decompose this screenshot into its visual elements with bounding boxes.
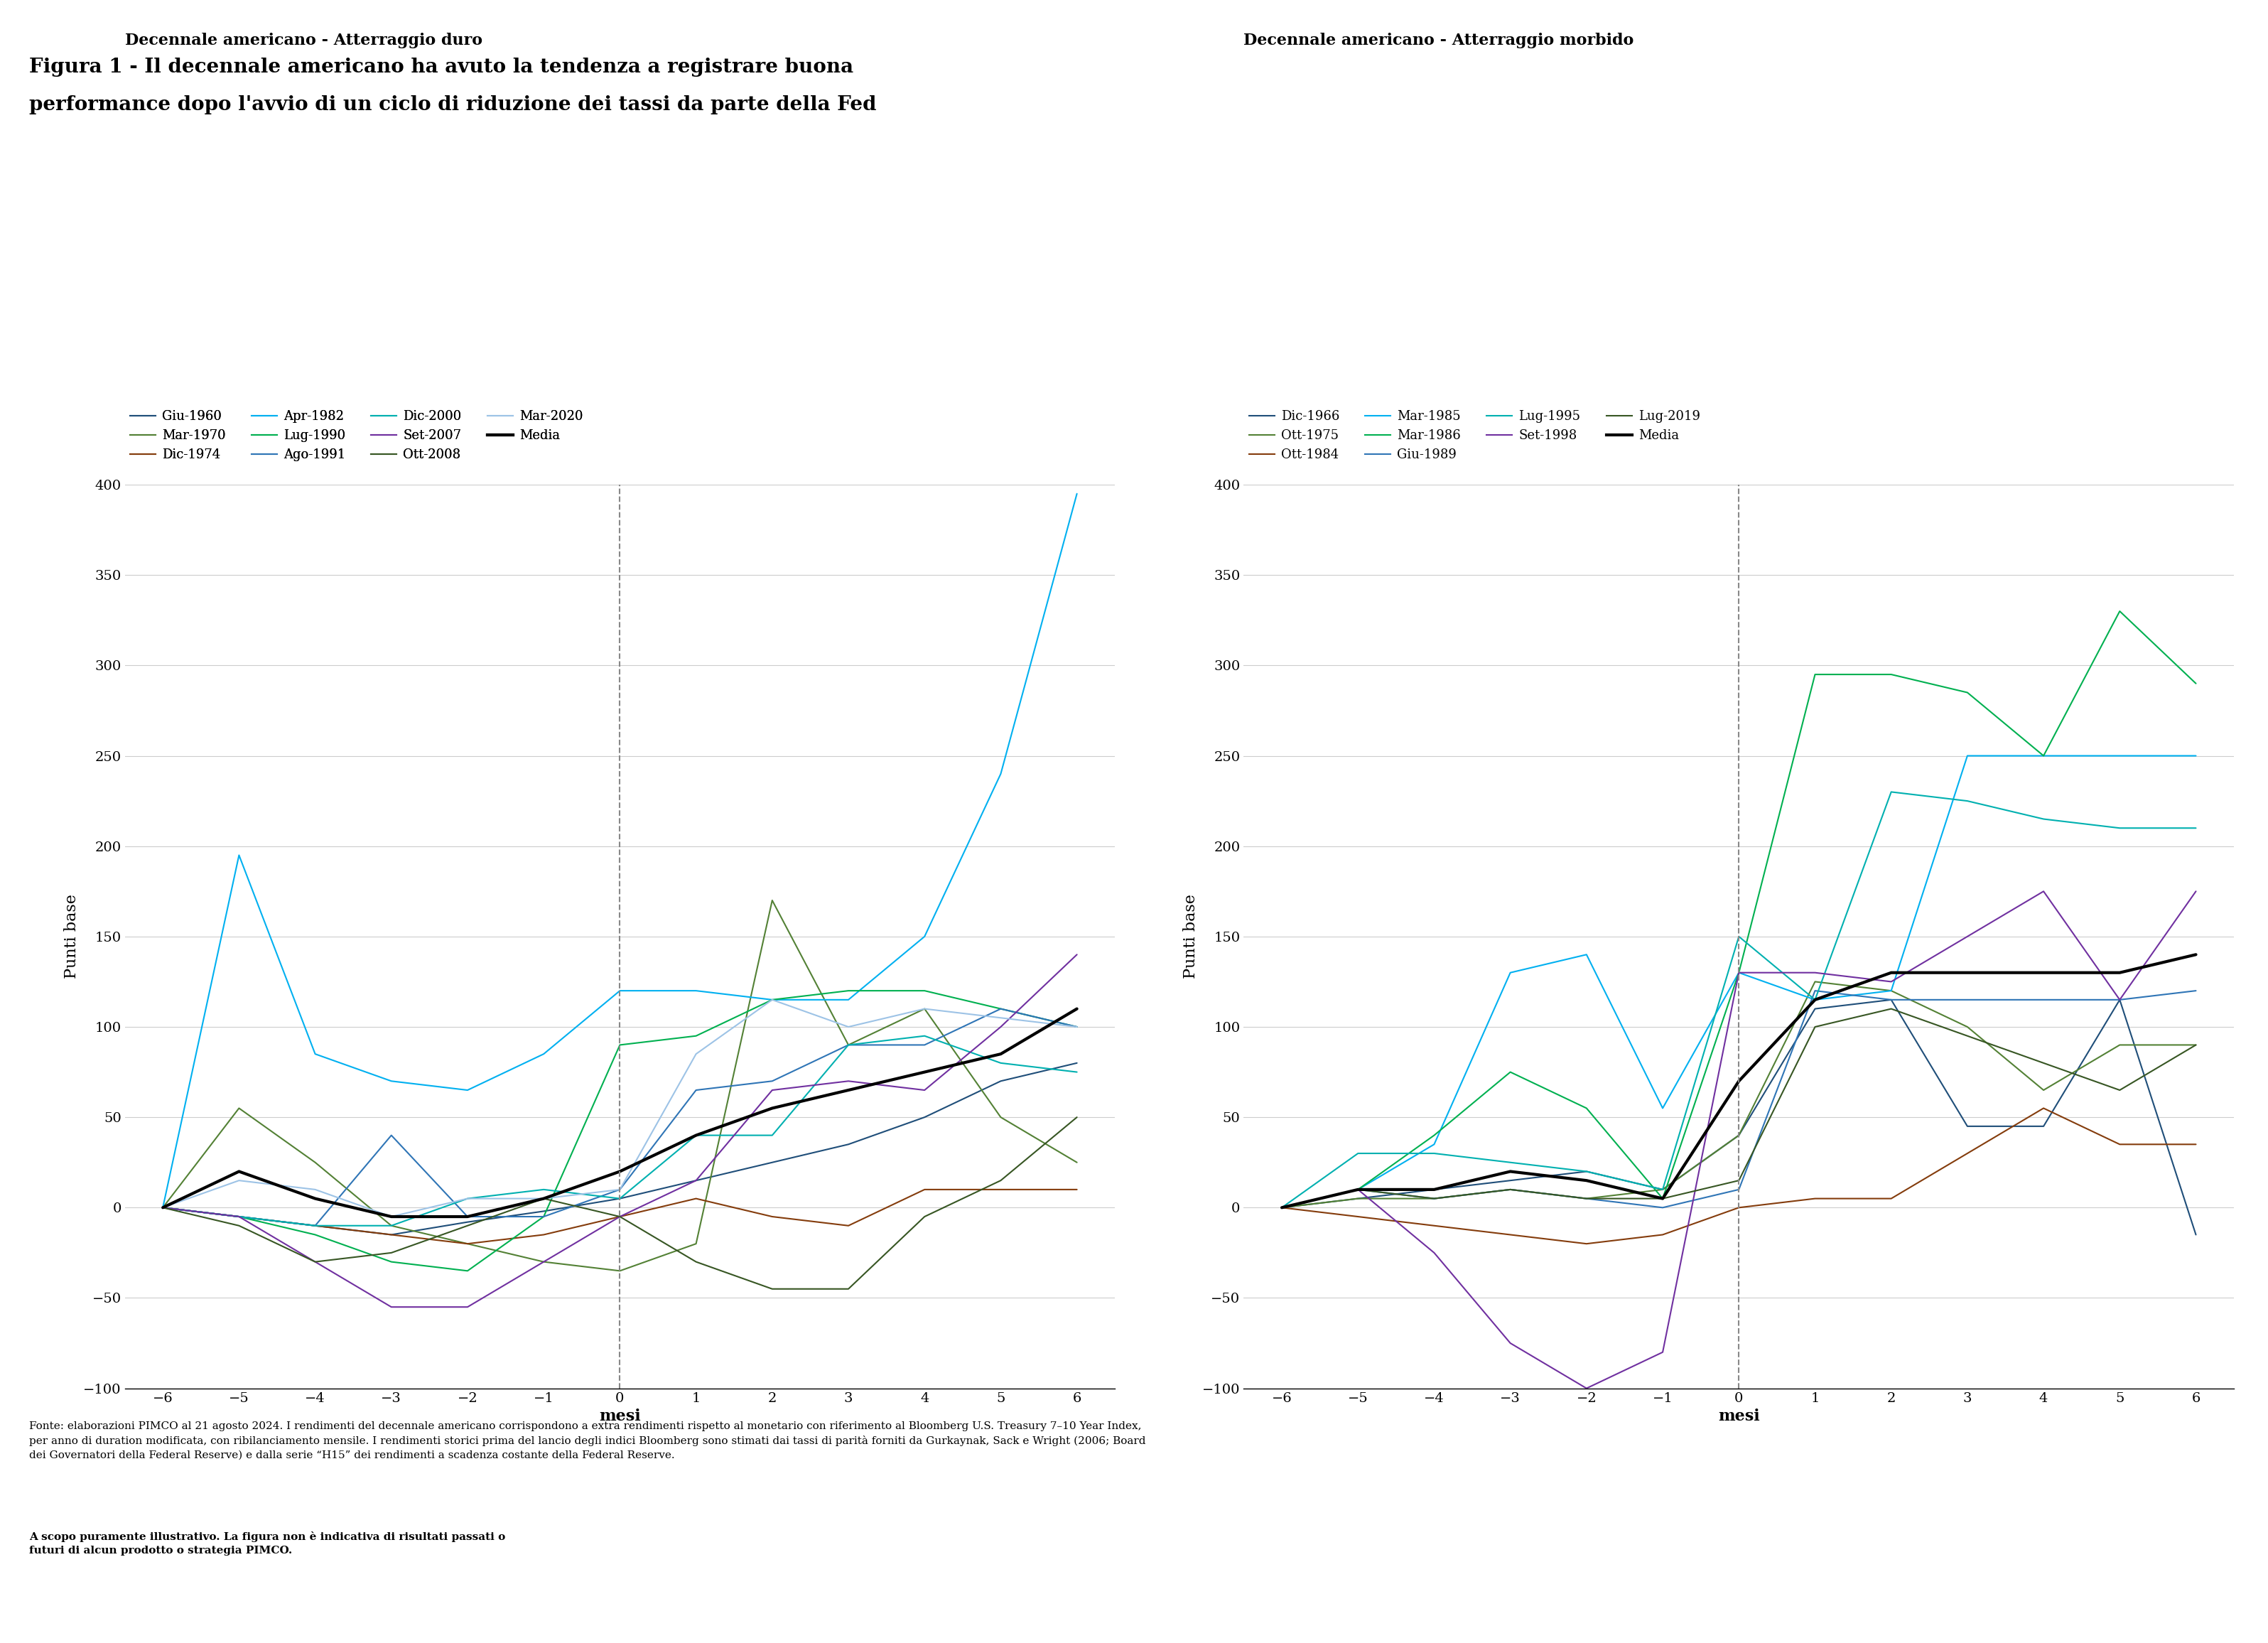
Legend: Giu-1960, Mar-1970, Dic-1974, Apr-1982, Lug-1990, Ago-1991, Dic-2000, Set-2007, : Giu-1960, Mar-1970, Dic-1974, Apr-1982, … [125, 406, 587, 467]
Y-axis label: Punti base: Punti base [64, 894, 79, 979]
X-axis label: mesi: mesi [599, 1408, 640, 1424]
Text: A scopo puramente illustrativo. La figura non è indicativa di risultati passati : A scopo puramente illustrativo. La figur… [29, 1531, 506, 1556]
Legend: Dic-1966, Ott-1975, Ott-1984, Mar-1985, Mar-1986, Giu-1989, Lug-1995, Set-1998, : Dic-1966, Ott-1975, Ott-1984, Mar-1985, … [1243, 406, 1706, 467]
Text: Fonte: elaborazioni PIMCO al 21 agosto 2024. I rendimenti del decennale american: Fonte: elaborazioni PIMCO al 21 agosto 2… [29, 1421, 1145, 1461]
Text: Decennale americano - Atterraggio morbido: Decennale americano - Atterraggio morbid… [1243, 33, 1633, 49]
Text: Figura 1 - Il decennale americano ha avuto la tendenza a registrare buona: Figura 1 - Il decennale americano ha avu… [29, 58, 853, 77]
Text: performance dopo l'avvio di un ciclo di riduzione dei tassi da parte della Fed: performance dopo l'avvio di un ciclo di … [29, 95, 878, 115]
X-axis label: mesi: mesi [1719, 1408, 1760, 1424]
Text: Decennale americano - Atterraggio duro: Decennale americano - Atterraggio duro [125, 33, 483, 49]
Y-axis label: Punti base: Punti base [1182, 894, 1198, 979]
